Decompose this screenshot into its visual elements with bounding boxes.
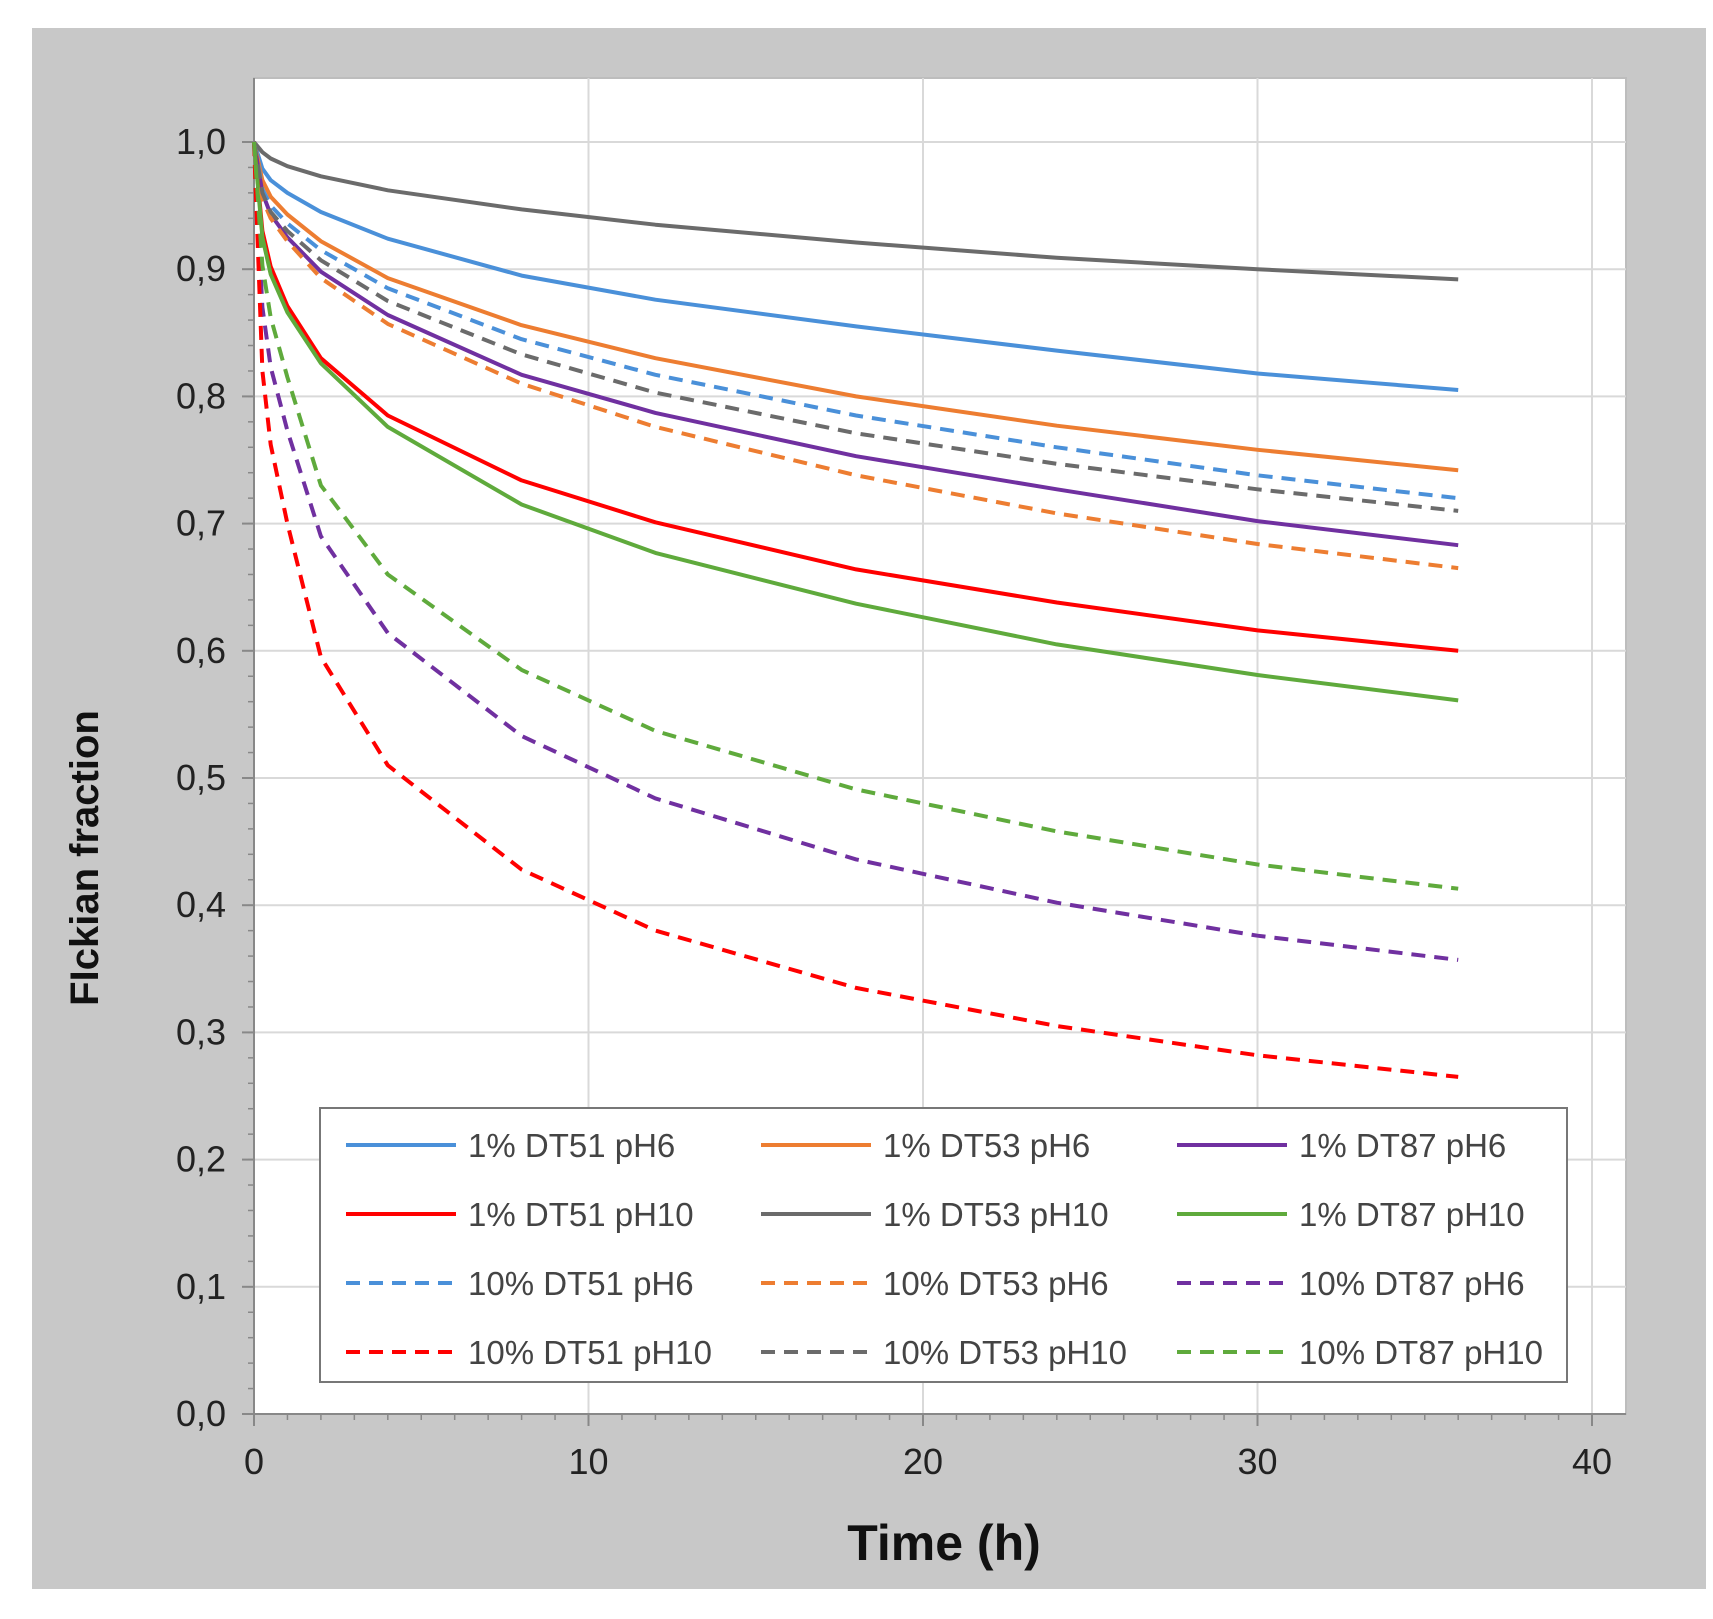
- legend-label: 10% DT51 pH10: [468, 1334, 712, 1371]
- legend-label: 1% DT51 pH10: [468, 1196, 694, 1233]
- legend: 1% DT51 pH6 1% DT53 pH6 1% DT87 pH6 1% DT51…: [319, 1107, 1568, 1383]
- y-axis-label: FIckian fraction: [63, 710, 107, 1006]
- y-tick-labels: 0,0 0,1 0,2 0,3 0,4 0,5 0,6 0,7 0,8 0,9 1,0: [176, 121, 226, 1434]
- series-lines: [252, 140, 1459, 1079]
- legend-box: [319, 1107, 1568, 1383]
- series-line-10-dt51-ph10: [252, 141, 1459, 1079]
- legend-label: 1% DT53 pH10: [883, 1196, 1109, 1233]
- x-tick-label: 0: [244, 1441, 264, 1482]
- series-line-1-dt87-ph10: [252, 141, 1459, 703]
- y-tick-label: 0,3: [176, 1011, 226, 1052]
- legend-label: 1% DT51 pH6: [468, 1127, 675, 1164]
- legend-label: 10% DT53 pH10: [883, 1334, 1127, 1371]
- legend-label: 10% DT87 pH10: [1299, 1334, 1543, 1371]
- legend-label: 10% DT53 pH6: [883, 1265, 1109, 1302]
- y-tick-label: 0,8: [176, 375, 226, 416]
- x-tick-label: 10: [568, 1441, 608, 1482]
- series-line-1-dt53-ph10: [252, 140, 1459, 282]
- y-tick-label: 0,6: [176, 630, 226, 671]
- y-tick-label: 0,2: [176, 1139, 226, 1180]
- y-tick-label: 0,5: [176, 757, 226, 798]
- y-tick-label: 0,9: [176, 248, 226, 289]
- y-tick-label: 0,0: [176, 1393, 226, 1434]
- series-line-10-dt53-ph6: [252, 141, 1459, 571]
- y-tick-label: 0,7: [176, 503, 226, 544]
- legend-label: 1% DT87 pH6: [1299, 1127, 1506, 1164]
- x-axis-label: Time (h): [847, 1515, 1041, 1571]
- series-line-10-dt87-ph10: [252, 141, 1459, 891]
- y-tick-label: 0,1: [176, 1266, 226, 1307]
- series-line-1-dt53-ph6: [252, 141, 1459, 473]
- legend-label: 10% DT87 pH6: [1299, 1265, 1525, 1302]
- x-tick-label: 30: [1237, 1441, 1277, 1482]
- x-tick-label: 20: [903, 1441, 943, 1482]
- legend-label: 1% DT53 pH6: [883, 1127, 1090, 1164]
- series-line-10-dt53-ph10: [252, 141, 1459, 513]
- y-tick-label: 0,4: [176, 884, 226, 925]
- y-tick-label: 1,0: [176, 121, 226, 162]
- x-tick-labels: 0 10 20 30 40: [244, 1441, 1612, 1482]
- series-line-1-dt51-ph6: [252, 141, 1459, 392]
- series-line-10-dt87-ph6: [252, 141, 1459, 962]
- legend-label: 10% DT51 pH6: [468, 1265, 694, 1302]
- x-tick-label: 40: [1572, 1441, 1612, 1482]
- axes: [242, 78, 1626, 1426]
- legend-label: 1% DT87 pH10: [1299, 1196, 1525, 1233]
- series-line-10-dt51-ph6: [252, 141, 1459, 501]
